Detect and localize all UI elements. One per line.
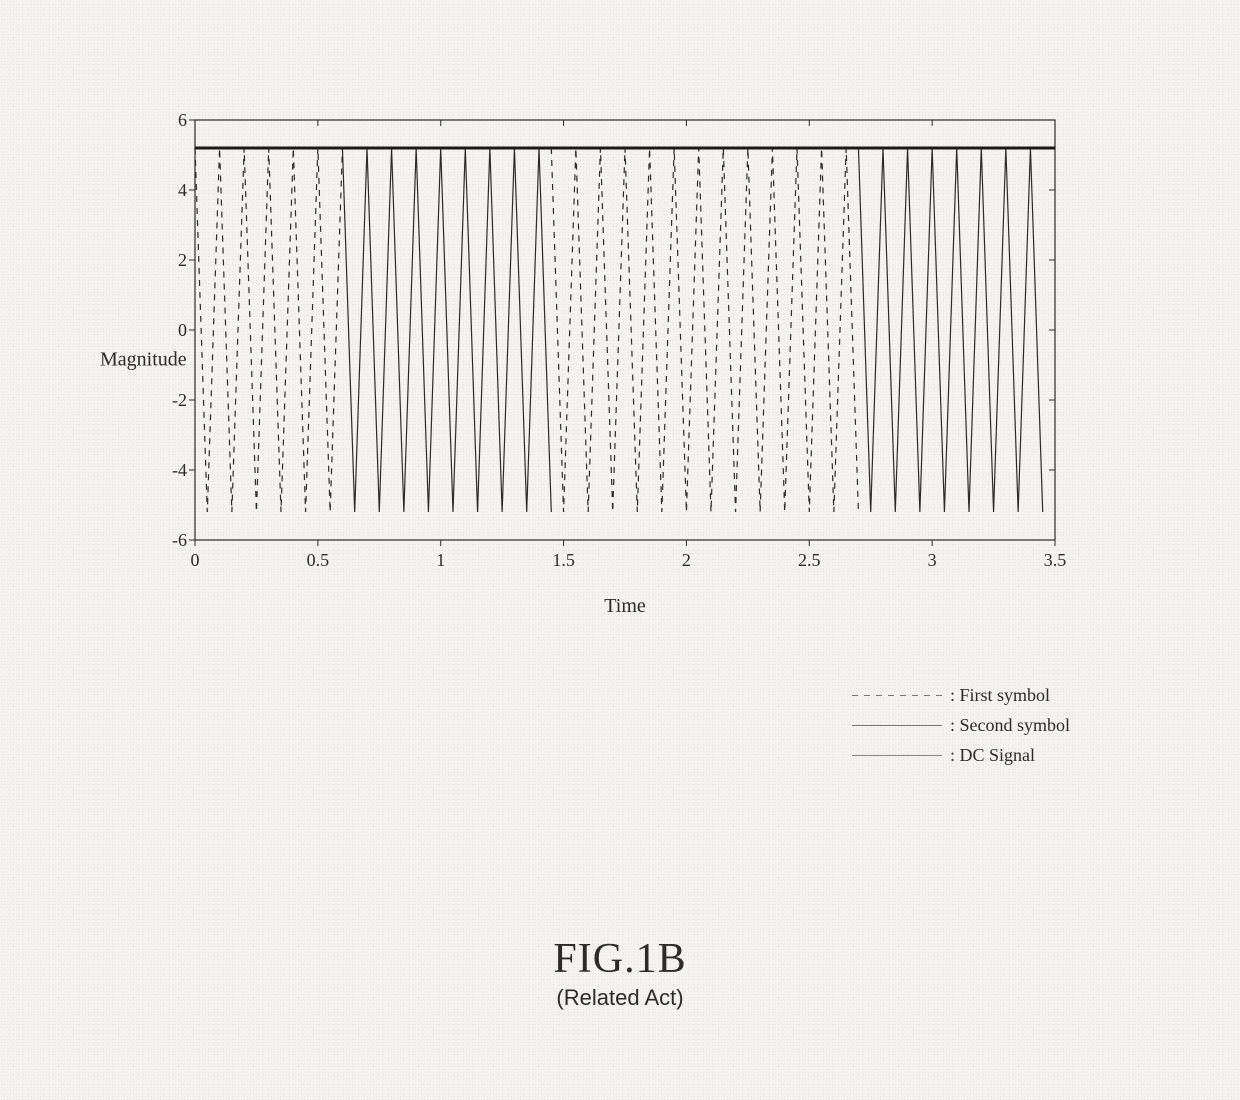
y-tick-label: 6 <box>155 110 187 131</box>
x-tick-label: 2 <box>671 550 701 571</box>
x-tick-label: 1.5 <box>549 550 579 571</box>
y-tick-label: 0 <box>155 320 187 341</box>
legend: : First symbol : Second symbol : DC Sign… <box>852 680 1070 770</box>
y-tick-label: 2 <box>155 250 187 271</box>
figure-subtitle: (Related Act) <box>553 985 686 1011</box>
legend-swatch-second-symbol <box>852 724 942 726</box>
legend-label: : Second symbol <box>950 715 1070 736</box>
y-tick-label: -4 <box>155 460 187 481</box>
legend-row-first-symbol: : First symbol <box>852 680 1070 710</box>
legend-swatch-dc-signal <box>852 754 942 756</box>
x-tick-label: 0.5 <box>303 550 333 571</box>
figure-caption: FIG.1B (Related Act) <box>553 935 686 1011</box>
legend-swatch-first-symbol <box>852 694 942 696</box>
legend-label: : DC Signal <box>950 745 1035 766</box>
chart-container: Magnitude -6-4-20246 00.511.522.533.5 Ti… <box>105 110 1115 610</box>
figure-number: FIG.1B <box>553 935 686 983</box>
y-tick-label: -6 <box>155 530 187 551</box>
signal-chart <box>195 110 1115 570</box>
page-root: Magnitude -6 -4 -2 0 2 4 6 0 0.5 1 1.5 2 2.5 3 3.5 Ti… <box>0 0 1240 1100</box>
x-tick-label: 2.5 <box>794 550 824 571</box>
x-tick-label: 0 <box>180 550 210 571</box>
legend-label: : First symbol <box>950 685 1050 706</box>
legend-row-dc-signal: : DC Signal <box>852 740 1070 770</box>
x-tick-label: 1 <box>426 550 456 571</box>
y-tick-label: -2 <box>155 390 187 411</box>
y-axis-label: Magnitude <box>100 349 187 372</box>
x-axis-label: Time <box>604 595 646 618</box>
x-tick-label: 3 <box>917 550 947 571</box>
legend-row-second-symbol: : Second symbol <box>852 710 1070 740</box>
x-tick-label: 3.5 <box>1040 550 1070 571</box>
y-tick-label: 4 <box>155 180 187 201</box>
